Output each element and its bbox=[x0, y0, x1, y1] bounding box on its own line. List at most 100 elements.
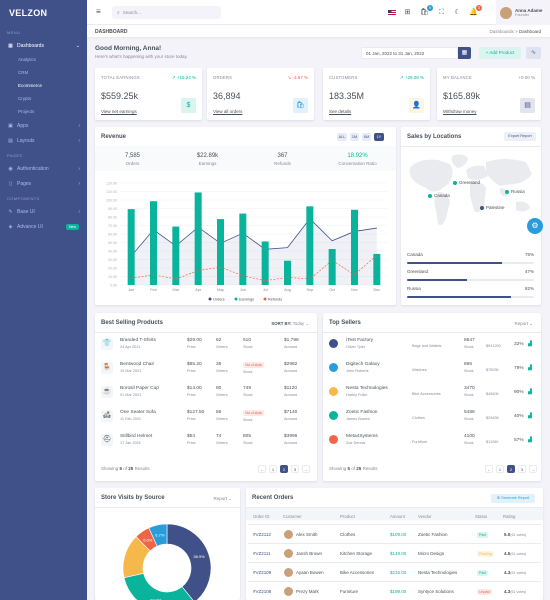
product-name[interactable]: One Seater Sofa bbox=[120, 410, 156, 415]
add-product-button[interactable]: + Add Product bbox=[479, 47, 521, 59]
pagination-item[interactable]: 1 bbox=[496, 465, 504, 473]
us-flag-icon[interactable] bbox=[387, 8, 396, 17]
table-row[interactable]: ☕ Borosil Paper Cup 01 Mar 2021 $14.00 Price… bbox=[101, 383, 313, 405]
search-input[interactable]: ⌕ Search... bbox=[112, 6, 221, 19]
table-row[interactable]: iTest Factory Oliver Tyler Bags and Wallet… bbox=[329, 335, 537, 357]
order-id[interactable]: #VZ2111 bbox=[253, 551, 271, 556]
orders-area bbox=[131, 218, 377, 285]
product-name[interactable]: Stillbird Helmet bbox=[120, 434, 153, 439]
table-row[interactable]: Nesta Technologies Harley Fuller Bike Acce… bbox=[329, 383, 537, 405]
pagination-item[interactable]: 3 bbox=[291, 465, 299, 473]
pagination-item[interactable]: 2 bbox=[507, 465, 515, 473]
seller-name[interactable]: Zoetic Fashion bbox=[346, 410, 378, 415]
sidebar-item-authentication[interactable]: ◉ Authentication › bbox=[0, 161, 87, 176]
table-row[interactable]: #VZ2112 Alex Smith Clothes $109.00 Zoetic Fa… bbox=[248, 524, 541, 544]
sidebar-sub-ecommerce[interactable]: Ecommerce bbox=[18, 83, 43, 88]
map-pin-icon bbox=[505, 189, 509, 194]
map-marker[interactable]: Greenland bbox=[453, 180, 480, 185]
order-id[interactable]: #VZ2108 bbox=[253, 589, 272, 594]
report-dropdown[interactable]: Report ⌄ bbox=[514, 321, 533, 326]
sidebar-item-pages[interactable]: ▯ Pages › bbox=[0, 176, 87, 191]
pagination-item[interactable]: → bbox=[529, 465, 537, 473]
dark-mode-icon[interactable]: ☾ bbox=[454, 9, 461, 16]
revenue-stat-label: Orders bbox=[125, 161, 140, 166]
map-marker[interactable]: Palestine bbox=[480, 205, 505, 210]
sidebar-sub-crm[interactable]: CRM bbox=[18, 70, 29, 75]
order-product: Bike Accessories bbox=[340, 570, 375, 575]
activity-pulse-icon[interactable]: ∿ bbox=[526, 47, 541, 59]
sidebar-item-base-ui[interactable]: ✎ Base UI › bbox=[0, 204, 87, 219]
generate-report-button[interactable]: ⊕ Generate Report bbox=[491, 494, 535, 503]
table-header-cell[interactable]: Amount bbox=[390, 514, 405, 519]
sidebar-item-dashboards[interactable]: ▦ Dashboards ⌄ bbox=[0, 38, 87, 53]
layouts-icon: ▤ bbox=[8, 137, 13, 144]
breadcrumb-root[interactable]: Dashboards bbox=[489, 29, 514, 34]
product-name[interactable]: Branded T-Shirts bbox=[120, 338, 156, 343]
table-header-cell[interactable]: Product bbox=[340, 514, 355, 519]
table-header-cell[interactable]: Customer bbox=[283, 514, 302, 519]
sidebar-item-advance-ui[interactable]: ◈ Advance UI New bbox=[0, 219, 87, 234]
sidebar-sub-crypto[interactable]: Crypto bbox=[18, 96, 32, 101]
table-row[interactable]: 👕 Branded T-Shirts 24 Apr 2021 $29.00 Price 6… bbox=[101, 335, 313, 357]
pagination-item[interactable]: 3 bbox=[518, 465, 526, 473]
sidebar-item-layouts[interactable]: ▤ Layouts › bbox=[0, 133, 87, 148]
table-row[interactable]: Zoetic Fashion James Bowen Clothes 5488 Stoc… bbox=[329, 407, 537, 429]
date-range-input[interactable]: 01 Jan, 2022 to 31 Jan, 2022 bbox=[361, 47, 458, 59]
revenue-filter-1y[interactable]: 1Y bbox=[374, 133, 384, 141]
apps-icon: ▣ bbox=[8, 122, 13, 129]
user-profile-dropdown[interactable]: Anna Adame Founder bbox=[496, 0, 550, 25]
table-header-cell[interactable]: Status bbox=[475, 514, 488, 519]
sidebar-item-apps[interactable]: ▣ Apps › bbox=[0, 118, 87, 133]
map-marker[interactable]: Russia bbox=[505, 189, 525, 194]
product-name[interactable]: Borosil Paper Cup bbox=[120, 386, 159, 391]
fullscreen-icon[interactable]: ⛶ bbox=[439, 9, 444, 16]
order-id[interactable]: #VZ2112 bbox=[253, 532, 271, 537]
cart-icon[interactable]: 🛍 5 bbox=[420, 5, 433, 17]
revenue-stat-value: 7,585 bbox=[124, 153, 140, 159]
table-row[interactable]: #VZ2108 Prezy Mark Furniture $199.00 Syntyce… bbox=[248, 581, 541, 600]
kpi-link[interactable]: View all orders bbox=[213, 109, 243, 114]
product-orders: 62 bbox=[216, 338, 222, 343]
table-header-cell[interactable]: Order ID bbox=[253, 514, 270, 519]
pagination-item[interactable]: → bbox=[302, 465, 310, 473]
kpi-link[interactable]: See details bbox=[329, 109, 352, 114]
kpi-link[interactable]: Withdraw money bbox=[443, 109, 477, 114]
hamburger-menu-icon[interactable]: ≡ bbox=[96, 7, 101, 16]
kpi-link[interactable]: View net earnings bbox=[101, 109, 137, 114]
seller-logo-icon bbox=[329, 363, 338, 372]
product-name[interactable]: Bentwood Chair bbox=[120, 362, 155, 367]
revenue-filter-all[interactable]: ALL bbox=[337, 133, 347, 141]
table-row[interactable]: 🪑 Bentwood Chair 19 Mar 2021 $85.20 Price 35 O… bbox=[101, 359, 313, 381]
table-header-cell[interactable]: Rating bbox=[503, 514, 516, 519]
pagination-item[interactable]: 2 bbox=[280, 465, 288, 473]
settings-gear-icon[interactable]: ⚙ bbox=[527, 218, 543, 234]
table-row[interactable]: Meta4Systems Zoe Dennis Furniture 4100 Stock… bbox=[329, 431, 537, 453]
table-row[interactable]: 🛋 One Seater Sofa 11 Feb 2021 $127.50 Price 5… bbox=[101, 407, 313, 429]
table-row[interactable]: ⛑ Stillbird Helmet 17 Jan 2021 $54 Price 74 Or… bbox=[101, 431, 313, 453]
order-id[interactable]: #VZ2109 bbox=[253, 570, 272, 575]
map-marker[interactable]: Canada bbox=[428, 193, 450, 198]
seller-name[interactable]: Nesta Technologies bbox=[346, 386, 388, 391]
table-row[interactable]: #VZ2111 Jansh Brown Kitchen Storage $149.00… bbox=[248, 543, 541, 563]
table-row[interactable]: Digitech Galaxy John Roberts Watches 895 Sto… bbox=[329, 359, 537, 381]
notification-bell-icon[interactable]: 🔔 3 bbox=[469, 5, 482, 17]
export-report-button[interactable]: Export Report bbox=[504, 132, 536, 141]
calendar-icon[interactable]: ▦ bbox=[458, 47, 471, 59]
seller-name[interactable]: Meta4Systems bbox=[346, 434, 378, 439]
brand-logo[interactable]: VELZON bbox=[9, 7, 48, 18]
revenue-filter-1m[interactable]: 1M bbox=[350, 133, 359, 141]
pagination-item[interactable]: 1 bbox=[269, 465, 277, 473]
revenue-filter-6m[interactable]: 6M bbox=[362, 133, 371, 141]
sidebar-sub-projects[interactable]: Projects bbox=[18, 109, 35, 114]
seller-name[interactable]: Digitech Galaxy bbox=[346, 362, 380, 367]
sidebar-sub-analytics[interactable]: Analytics bbox=[18, 57, 37, 62]
location-progress bbox=[407, 279, 534, 281]
sort-by-dropdown[interactable]: SORT BY: Today ⌄ bbox=[271, 321, 309, 327]
pagination-item[interactable]: ← bbox=[485, 465, 493, 473]
report-dropdown[interactable]: Report ⌄ bbox=[213, 496, 232, 501]
table-header-cell[interactable]: Vendor bbox=[418, 514, 432, 519]
pagination-item[interactable]: ← bbox=[258, 465, 266, 473]
seller-name[interactable]: iTest Factory bbox=[346, 338, 374, 343]
table-row[interactable]: #VZ2109 Ayaan Bowen Bike Accessories $215.0… bbox=[248, 562, 541, 582]
apps-grid-icon[interactable]: ⊞ bbox=[404, 9, 411, 16]
